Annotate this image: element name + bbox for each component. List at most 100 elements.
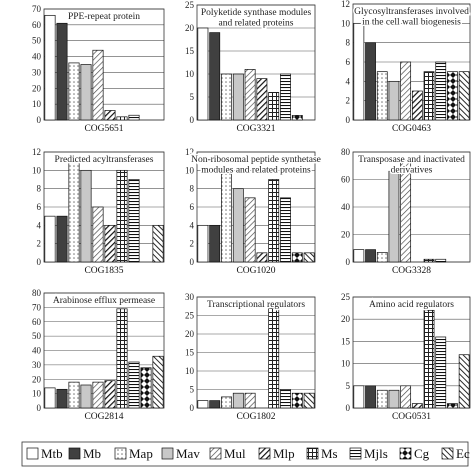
x-axis-label: COG5651 [84, 124, 123, 134]
y-tick-label: 15 [185, 46, 195, 56]
y-tick-label: 2 [37, 239, 42, 249]
legend-label: Mb [83, 446, 101, 461]
y-tick-label: 6 [37, 202, 42, 212]
y-tick-label: 25 [185, 0, 195, 10]
x-axis-label: COG1020 [236, 266, 275, 276]
y-tick-label: 12 [185, 147, 194, 157]
panel-title-line: Glycosyltransferases involved [354, 6, 469, 17]
bar-mb [209, 224, 221, 263]
legend-item-mtb: Mtb [26, 446, 63, 461]
y-tick-label: 8 [346, 38, 351, 48]
panel-title: Transcriptional regulators [205, 299, 306, 312]
x-axis-label: COG0463 [392, 124, 431, 134]
legend-label: Mjls [364, 446, 388, 461]
y-tick-label: 12 [32, 147, 41, 157]
legend-label: Mlp [273, 446, 295, 461]
y-tick-label: 40 [32, 346, 42, 356]
y-tick-label: 5 [190, 385, 195, 395]
bar-map [221, 73, 232, 121]
plot-frame [352, 3, 471, 121]
legend: Mtb Mb Map Mav Mul Mlp Ms Mjls Cg Ec [21, 441, 470, 467]
y-tick-label: 12 [341, 0, 350, 9]
y-tick-label: 10 [32, 165, 42, 175]
bar-mlp [256, 78, 268, 121]
bar-mlp [411, 403, 423, 409]
bar-mul [244, 392, 256, 409]
y-tick-label: 8 [190, 184, 195, 194]
y-tick-label: 0 [190, 257, 195, 267]
bar-mtb [353, 385, 365, 409]
x-axis-label: COG2814 [84, 412, 123, 422]
y-tick-label: 10 [185, 366, 195, 376]
x-axis-label: COG3321 [236, 124, 275, 134]
bar-mtb [353, 22, 365, 121]
y-tick-label: 4 [190, 220, 195, 230]
bar-mul [400, 61, 412, 121]
legend-swatch [26, 447, 39, 460]
bar-mlp [411, 90, 423, 121]
bar-map [221, 396, 232, 409]
bar-ms [423, 71, 435, 121]
bar-mul [400, 159, 412, 263]
bar-mtb [353, 249, 365, 263]
bar-mlp [104, 380, 116, 409]
legend-swatch [114, 447, 127, 460]
bar-ec [152, 355, 164, 409]
bar-mlp [104, 224, 116, 263]
y-tick-label: 5 [190, 92, 195, 102]
y-tick-label: 5 [346, 381, 351, 391]
bar-mtb [197, 27, 209, 121]
bar-mtb [44, 215, 56, 263]
bar-ec [458, 71, 470, 121]
bar-mb [56, 388, 68, 409]
y-tick-label: 70 [32, 4, 42, 14]
y-tick-label: 10 [341, 18, 351, 28]
chart-panel-cog5651: 0 10 20 30 40 50 60 70 PPE-repeat protein COG5651 [32, 4, 165, 134]
y-tick-label: 20 [341, 230, 351, 240]
plot-frame [196, 296, 316, 409]
legend-swatch [306, 447, 319, 460]
y-tick-label: 0 [37, 257, 42, 267]
y-tick-label: 25 [341, 292, 351, 302]
y-tick-label: 30 [32, 360, 42, 370]
plot-frame [352, 151, 471, 263]
legend-item-mav: Mav [161, 446, 200, 461]
bar-ec [303, 392, 315, 409]
bar-ms [116, 308, 128, 409]
bar-map [68, 62, 80, 121]
panel-title-line: Amino acid regulators [369, 300, 454, 310]
bar-mjls [435, 336, 447, 409]
legend-item-mlp: Mlp [258, 446, 295, 461]
panel-title: Predicted acyltransferases [53, 153, 155, 167]
bar-mav [232, 188, 244, 263]
chart-panel-cog3321: 0 5 10 15 20 25 Polyketide synthase modulesand… [185, 0, 316, 134]
bar-ms [268, 307, 280, 409]
plot-frame [196, 4, 316, 121]
y-tick-label: 10 [185, 165, 195, 175]
panel-title-line: derivatives [391, 166, 433, 176]
bar-map [376, 389, 388, 409]
bar-cg [291, 252, 303, 263]
bar-ec [303, 252, 315, 263]
y-tick-label: 4 [346, 76, 351, 86]
legend-label: Ms [321, 446, 338, 461]
plot-frame [352, 296, 471, 409]
bar-mtb [197, 400, 209, 409]
bar-mjls [435, 61, 447, 121]
bar-mav [388, 170, 400, 263]
y-tick-label: 40 [32, 52, 42, 62]
bar-mav [388, 80, 400, 121]
legend-item-ms: Ms [306, 446, 338, 461]
legend-label: Mtb [41, 446, 63, 461]
y-tick-label: 10 [32, 99, 42, 109]
panel-title-line: Non-ribosomal peptide synthetase [191, 155, 321, 165]
legend-box [21, 441, 469, 467]
y-tick-label: 50 [32, 36, 42, 46]
bar-mb [365, 249, 376, 263]
bar-ms [116, 116, 128, 121]
legend-item-mjls: Mjls [349, 446, 388, 461]
